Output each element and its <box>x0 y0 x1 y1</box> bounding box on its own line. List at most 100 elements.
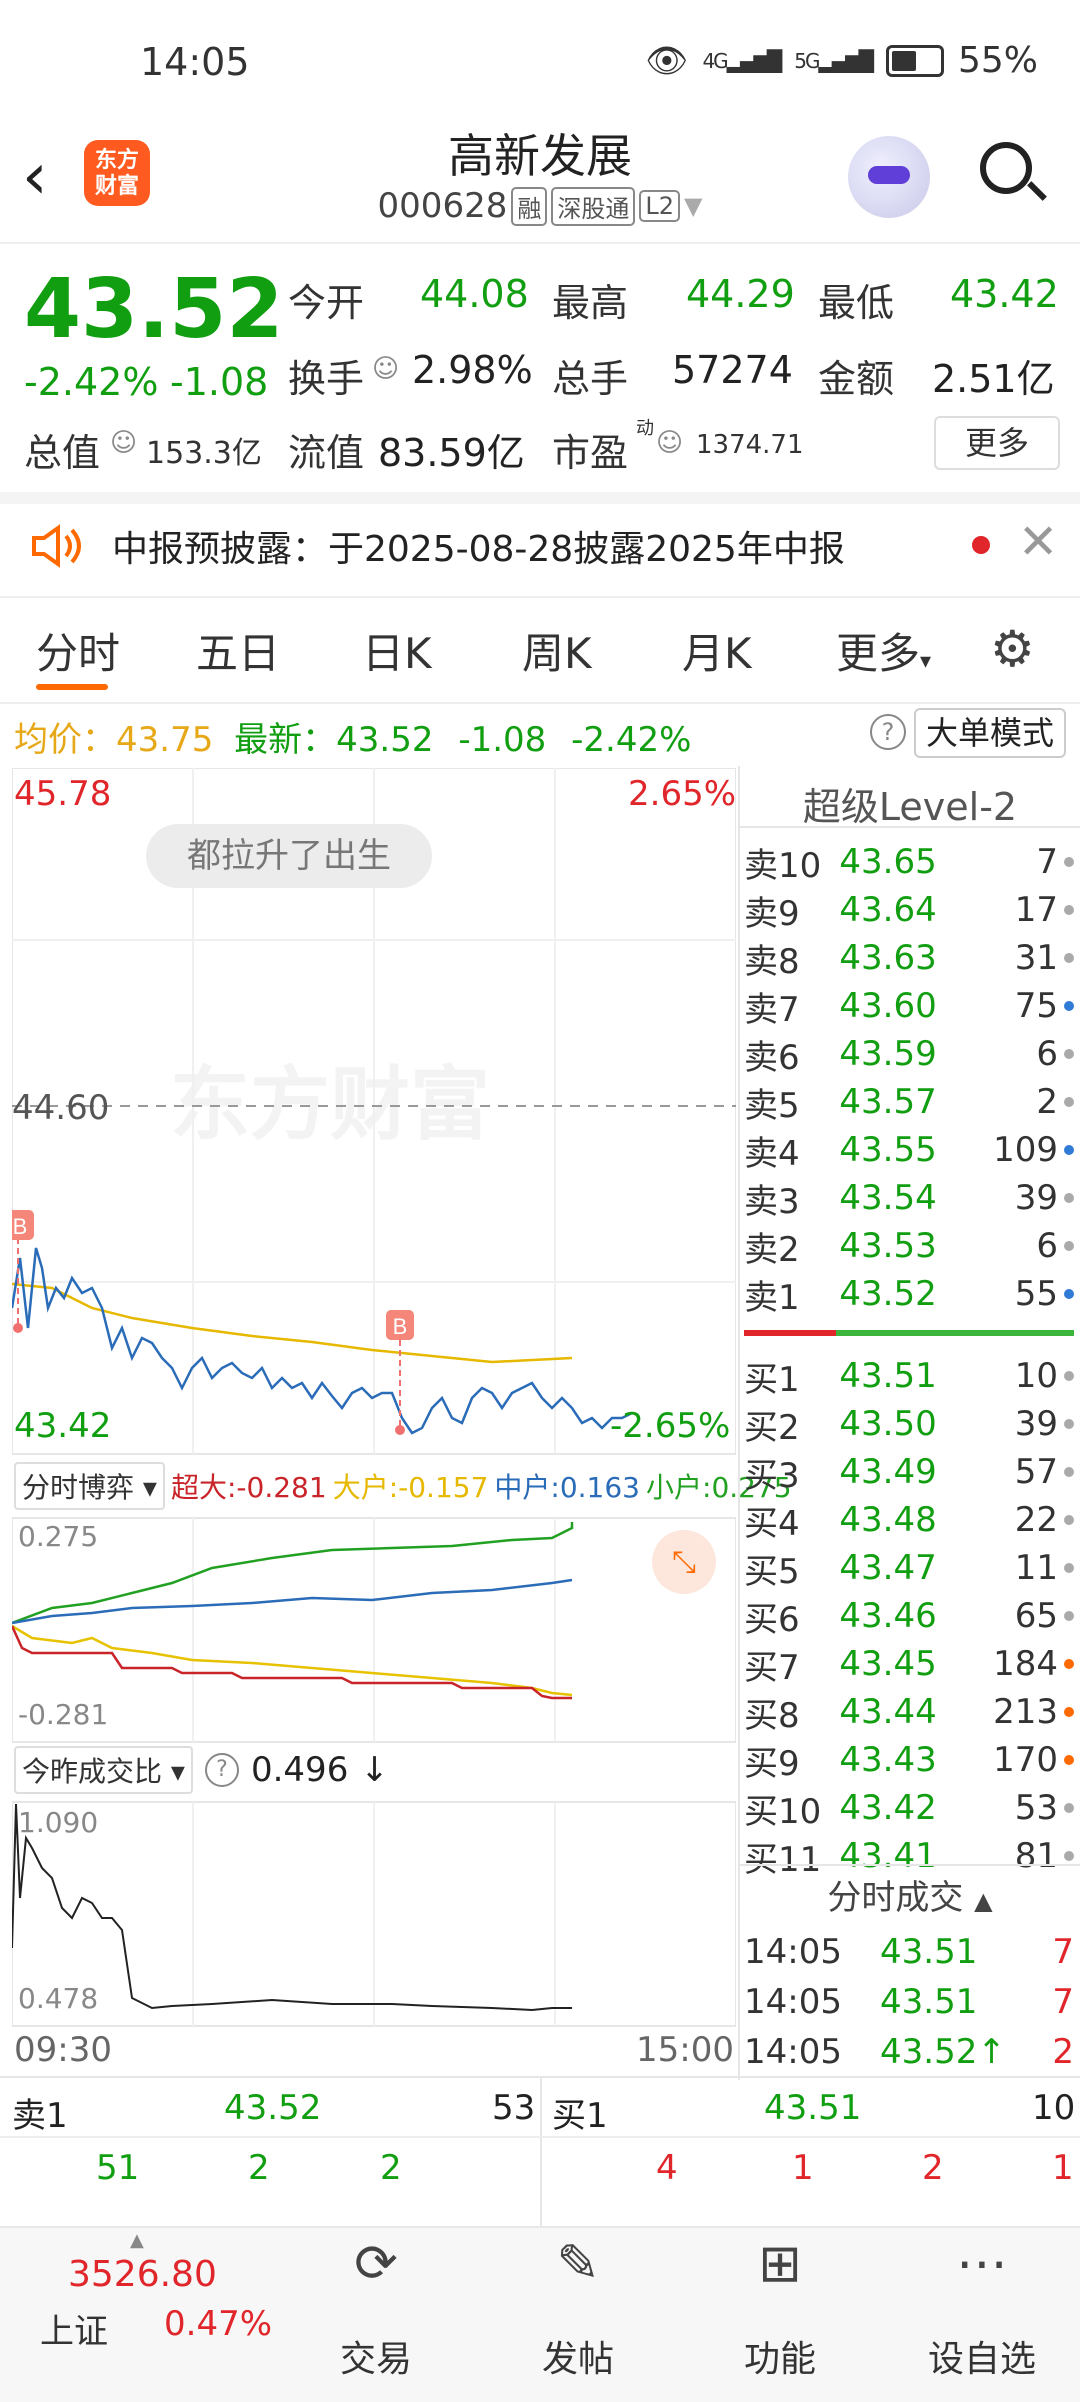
divider <box>740 826 1080 828</box>
back-icon[interactable]: ‹ <box>22 140 48 214</box>
bid-row[interactable]: 买9 43.43 170 <box>744 1736 1074 1784</box>
time-start: 09:30 <box>14 2030 112 2070</box>
bid-volume: 81 <box>1014 1836 1059 1876</box>
tab-intraday[interactable]: 分时 <box>36 629 121 678</box>
open-value: 44.08 <box>420 272 529 316</box>
ask-level-label: 卖4 <box>744 1133 800 1174</box>
post-icon[interactable]: ✎ <box>556 2234 600 2294</box>
bid-row[interactable]: 买2 43.50 39 <box>744 1400 1074 1448</box>
dropdown-icon[interactable]: ▼ <box>683 192 703 220</box>
strip-buy-price: 43.51 <box>764 2088 862 2128</box>
bid-volume: 57 <box>1014 1452 1059 1492</box>
mcap-label: 总值 <box>24 431 101 475</box>
info-icon[interactable]: ☺ <box>656 428 684 458</box>
ask-row[interactable]: 卖3 43.54 39 <box>744 1174 1074 1222</box>
bobo-header: 分时博弈 ▾ 超大:-0.281 大户:-0.157 中户:0.163 小户:0… <box>14 1462 792 1510</box>
bid-price: 43.48 <box>839 1500 937 1540</box>
order-size-dot <box>1064 1241 1074 1251</box>
ask-price: 43.52 <box>839 1274 937 1314</box>
ask-row[interactable]: 卖7 43.60 75 <box>744 982 1074 1030</box>
help-icon[interactable]: ? <box>870 714 906 750</box>
sell-queue-item: 2 <box>380 2148 402 2188</box>
bid-level-label: 买8 <box>744 1695 800 1736</box>
trade-time: 14:05 <box>744 1932 842 1972</box>
ask-level-label: 卖3 <box>744 1181 800 1222</box>
ask-row[interactable]: 卖2 43.53 6 <box>744 1222 1074 1270</box>
ask-row[interactable]: 卖1 43.52 55 <box>744 1270 1074 1318</box>
tag-margin: 融 <box>511 186 548 226</box>
ask-volume: 31 <box>1014 938 1059 978</box>
tab-monthly-k[interactable]: 月K <box>682 629 752 678</box>
bid-row[interactable]: 买1 43.51 10 <box>744 1352 1074 1400</box>
order-size-dot <box>1064 1145 1074 1155</box>
trades-title[interactable]: 分时成交 ▲ <box>827 1878 993 1918</box>
stock-code: 000628 <box>377 186 508 226</box>
help-icon[interactable]: ? <box>204 1753 239 1787</box>
volume-value: 57274 <box>672 348 793 392</box>
intraday-chart[interactable]: B B ⤡ <box>12 768 736 2068</box>
divider <box>0 2136 1080 2138</box>
ratio-selector[interactable]: 今昨成交比 ▾ <box>14 1746 193 1794</box>
tab-weekly-k[interactable]: 周K <box>522 629 592 678</box>
ask-row[interactable]: 卖8 43.63 31 <box>744 934 1074 982</box>
notice-text[interactable]: 中报预披露：于2025-08-28披露2025年中报 <box>112 529 845 570</box>
index-change[interactable]: 0.47% <box>164 2304 273 2344</box>
tab-underline <box>36 684 108 690</box>
bobo-selector[interactable]: 分时博弈 ▾ <box>14 1462 165 1510</box>
tab-more[interactable]: 更多▾ <box>836 629 932 678</box>
info-icon[interactable]: ☺ <box>372 354 400 384</box>
bid-row[interactable]: 买4 43.48 22 <box>744 1496 1074 1544</box>
nav-add-watchlist[interactable]: 设自选 <box>927 2339 1036 2380</box>
comment-chip[interactable]: 都拉升了出生 <box>146 824 432 888</box>
nav-post[interactable]: 发帖 <box>541 2339 614 2380</box>
big-order-mode-button[interactable]: 大单模式 <box>914 708 1066 758</box>
order-size-dot <box>1064 1515 1074 1525</box>
ask-row[interactable]: 卖6 43.59 6 <box>744 1030 1074 1078</box>
bid-row[interactable]: 买8 43.44 213 <box>744 1688 1074 1736</box>
ask-price: 43.54 <box>839 1178 937 1218</box>
gear-icon[interactable]: ⚙ <box>990 620 1035 678</box>
ask-volume: 75 <box>1014 986 1059 1026</box>
mid-investor-line <box>12 1578 573 1625</box>
bid-row[interactable]: 买7 43.45 184 <box>744 1640 1074 1688</box>
mid-value: 0.163 <box>559 1471 640 1504</box>
bid-row[interactable]: 买6 43.46 65 <box>744 1592 1074 1640</box>
add-watchlist-icon[interactable]: ⋯ <box>956 2234 1008 2294</box>
bid-level-label: 买7 <box>744 1647 800 1688</box>
ask-row[interactable]: 卖5 43.57 2 <box>744 1078 1074 1126</box>
index-name[interactable]: 上证 <box>40 2312 108 2352</box>
index-value[interactable]: 3526.80 <box>68 2254 217 2295</box>
bid-volume: 39 <box>1014 1404 1059 1444</box>
nav-trade[interactable]: 交易 <box>339 2339 412 2380</box>
tab-five-day[interactable]: 五日 <box>196 629 281 678</box>
ask-row[interactable]: 卖4 43.55 109 <box>744 1126 1074 1174</box>
app-logo[interactable]: 东方 财富 <box>84 140 150 206</box>
bid-row[interactable]: 买10 43.42 53 <box>744 1784 1074 1832</box>
ratio-header: 今昨成交比 ▾ ? 0.496 ↓ <box>14 1746 389 1794</box>
pe-sup: 动 <box>636 418 654 439</box>
ask-row[interactable]: 卖9 43.64 17 <box>744 886 1074 934</box>
function-grid-icon[interactable]: ⊞ <box>758 2234 802 2294</box>
order-size-dot <box>1064 857 1074 867</box>
small-value: 0.275 <box>711 1471 792 1504</box>
order-size-dot <box>1064 1563 1074 1573</box>
pct-axis-top: 2.65% <box>628 774 737 814</box>
level2-title[interactable]: 超级Level-2 <box>802 785 1018 829</box>
more-button[interactable]: 更多 <box>934 416 1060 470</box>
tab-daily-k[interactable]: 日K <box>362 629 432 678</box>
bid-volume: 170 <box>993 1740 1059 1780</box>
bid-volume: 11 <box>1014 1548 1059 1588</box>
expand-up-icon[interactable]: ▲ <box>130 2230 144 2251</box>
search-icon[interactable] <box>980 142 1032 194</box>
ask-volume: 7 <box>1036 842 1059 882</box>
info-icon[interactable]: ☺ <box>110 428 138 458</box>
assistant-robot-icon[interactable] <box>848 136 930 218</box>
nav-function[interactable]: 功能 <box>743 2339 816 2380</box>
ask-row[interactable]: 卖10 43.65 7 <box>744 838 1074 886</box>
bid-row[interactable]: 买11 43.41 81 <box>744 1832 1074 1880</box>
bid-row[interactable]: 买5 43.47 11 <box>744 1544 1074 1592</box>
bid-row[interactable]: 买3 43.49 57 <box>744 1448 1074 1496</box>
trade-icon[interactable]: ⟳ <box>354 2234 398 2294</box>
close-icon[interactable]: ✕ <box>1018 514 1059 570</box>
trade-price: 43.51 <box>880 1932 978 1972</box>
